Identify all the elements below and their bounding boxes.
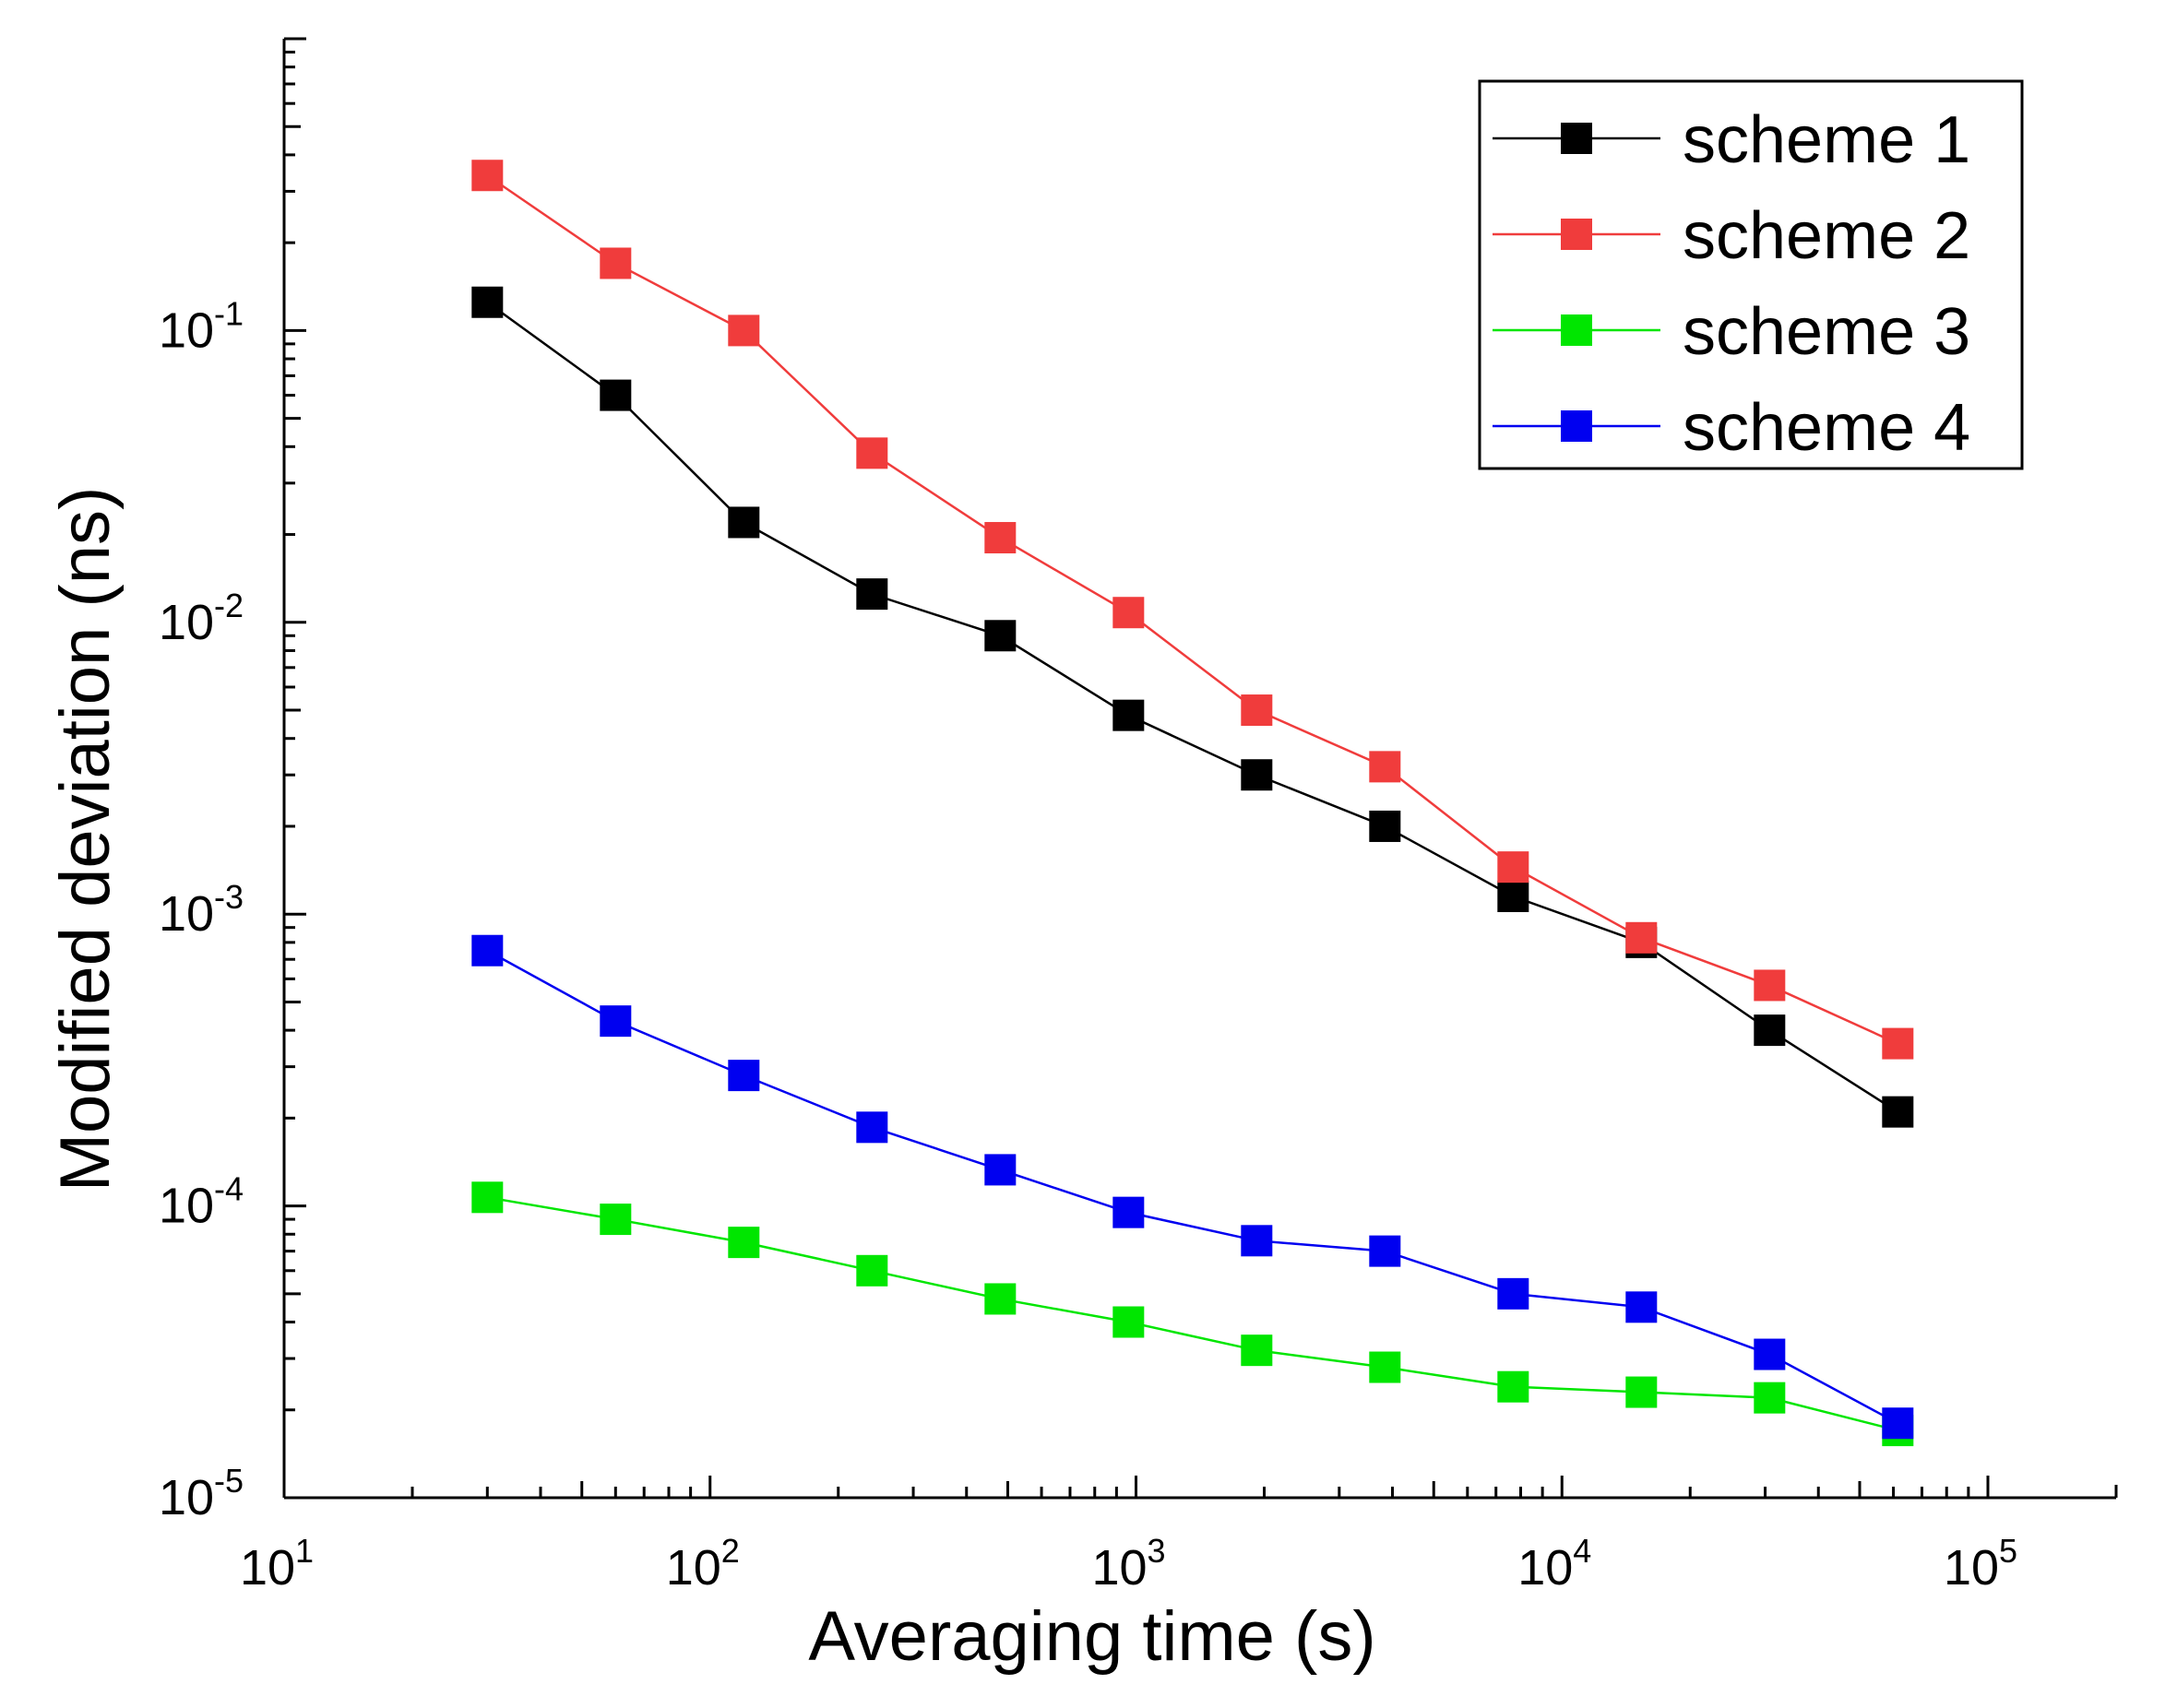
y-tick-label: 10-5 xyxy=(159,1462,244,1525)
data-point xyxy=(471,934,504,967)
series-2 xyxy=(471,160,1914,1060)
y-axis-title: Modified deviation (ns) xyxy=(46,487,125,1192)
data-point xyxy=(471,160,504,192)
legend-label: scheme 1 xyxy=(1683,103,1970,177)
data-point xyxy=(1625,1291,1658,1323)
data-point xyxy=(1625,921,1658,954)
legend-marker xyxy=(1561,314,1592,346)
data-point xyxy=(1241,1225,1273,1257)
ticks: 101 102 103 104 105 10-5 10-4 10-3 10-2 10-1 xyxy=(159,37,2118,1595)
legend-label: scheme 2 xyxy=(1683,199,1970,273)
data-point xyxy=(1882,1027,1914,1060)
data-point xyxy=(1497,1370,1529,1403)
x-tick-label: 105 xyxy=(1944,1532,2017,1595)
legend-marker xyxy=(1561,219,1592,250)
data-point xyxy=(600,1204,632,1236)
data-point xyxy=(1112,597,1145,629)
series-4 xyxy=(471,934,1914,1440)
data-point xyxy=(600,247,632,279)
data-point xyxy=(1754,1382,1786,1414)
data-point xyxy=(1112,1306,1145,1338)
series-line xyxy=(486,174,1898,1045)
legend: scheme 1 scheme 2 scheme 3 scheme 4 xyxy=(1478,79,2024,470)
legend-item-2: scheme 2 xyxy=(1493,199,1970,273)
data-point xyxy=(1369,751,1401,783)
data-point xyxy=(1241,694,1273,727)
data-point xyxy=(471,286,504,318)
series-line xyxy=(486,301,1898,1113)
series-group xyxy=(471,160,1914,1447)
data-point xyxy=(728,1060,760,1092)
data-point xyxy=(471,1181,504,1214)
data-point xyxy=(728,506,760,539)
data-point xyxy=(984,522,1017,554)
data-point xyxy=(984,1154,1017,1186)
data-point xyxy=(1497,1277,1529,1310)
data-point xyxy=(1754,1338,1786,1370)
x-tick-label: 102 xyxy=(666,1532,740,1595)
data-point xyxy=(984,620,1017,652)
x-axis-title: Averaging time (s) xyxy=(808,1597,1375,1676)
legend-label: scheme 4 xyxy=(1683,391,1970,465)
x-tick-label: 101 xyxy=(240,1532,314,1595)
data-point xyxy=(856,578,888,611)
legend-item-4: scheme 4 xyxy=(1493,391,1970,465)
data-point xyxy=(984,1283,1017,1315)
data-point xyxy=(1625,1376,1658,1408)
data-point xyxy=(1369,810,1401,842)
series-line xyxy=(487,1196,1898,1432)
data-point xyxy=(1369,1235,1401,1267)
y-tick-label: 10-3 xyxy=(159,878,244,942)
data-point xyxy=(1497,880,1529,912)
legend-marker xyxy=(1561,123,1592,154)
y-tick-label: 10-4 xyxy=(159,1170,244,1234)
data-point xyxy=(1112,699,1145,731)
data-point xyxy=(728,1227,760,1259)
data-point xyxy=(1754,969,1786,1002)
x-tick-label: 104 xyxy=(1517,1532,1591,1595)
data-point xyxy=(1754,1014,1786,1047)
data-point xyxy=(728,314,760,347)
data-point xyxy=(600,1005,632,1038)
data-point xyxy=(1497,851,1529,884)
legend-marker xyxy=(1561,410,1592,442)
data-point xyxy=(856,437,888,469)
x-tick-label: 103 xyxy=(1091,1532,1165,1595)
y-tick-label: 10-2 xyxy=(159,587,244,650)
data-point xyxy=(1369,1351,1401,1383)
data-point xyxy=(600,379,632,411)
data-point xyxy=(856,1254,888,1287)
legend-label: scheme 3 xyxy=(1683,295,1970,369)
data-point xyxy=(1241,1334,1273,1367)
data-point xyxy=(1882,1096,1914,1128)
data-point xyxy=(1112,1196,1145,1228)
data-point xyxy=(1882,1407,1914,1440)
legend-item-3: scheme 3 xyxy=(1493,295,1970,369)
series-line xyxy=(486,949,1898,1425)
data-point xyxy=(1241,759,1273,791)
y-tick-label: 10-1 xyxy=(159,294,244,358)
series-3 xyxy=(471,1181,1914,1447)
data-point xyxy=(856,1111,888,1144)
legend-item-1: scheme 1 xyxy=(1493,103,1970,177)
